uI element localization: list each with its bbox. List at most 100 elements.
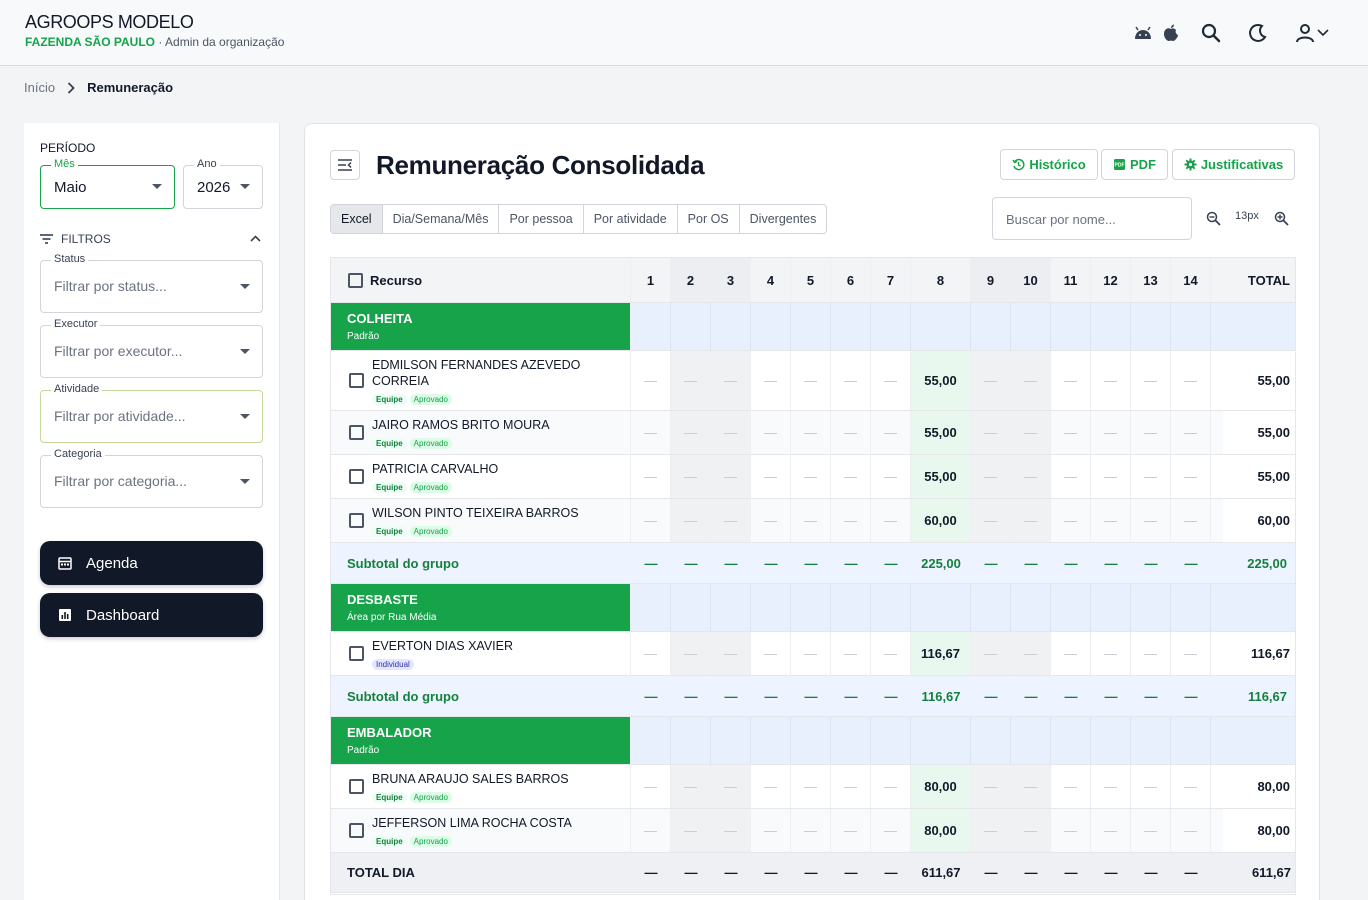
tab-excel[interactable]: Excel bbox=[331, 205, 383, 233]
group-day-cell bbox=[1131, 584, 1171, 631]
row-checkbox[interactable] bbox=[349, 779, 364, 794]
user-icon[interactable] bbox=[1290, 18, 1320, 48]
empty-day-cell: — bbox=[671, 765, 711, 808]
search-icon[interactable] bbox=[1196, 18, 1226, 48]
table-row: EVERTON DIAS XAVIER Individual — — — — — — —116,… bbox=[331, 632, 1295, 676]
subtotal-row: Subtotal do grupo — — — — — — — 225,00 — — — — — — 225,… bbox=[331, 543, 1295, 584]
collapse-menu-icon bbox=[338, 159, 352, 171]
group-day-cell bbox=[1051, 584, 1091, 631]
zoom-in-icon[interactable] bbox=[1274, 211, 1289, 226]
day-header-3: 3 bbox=[711, 258, 751, 302]
group-day-cell bbox=[1091, 584, 1131, 631]
total-dia-label: TOTAL DIA bbox=[347, 865, 415, 880]
row-checkbox[interactable] bbox=[349, 646, 364, 661]
empty-day-cell: — bbox=[831, 809, 871, 852]
empty-day-cell: — bbox=[631, 351, 671, 410]
row-checkbox[interactable] bbox=[349, 469, 364, 484]
row-total-cell: 116,67 bbox=[1223, 632, 1295, 675]
resource-cell: PATRICIA CARVALHO Equipe Aprovado bbox=[331, 455, 631, 498]
day-value-cell: 55,00 bbox=[911, 455, 971, 498]
search-placeholder: Buscar por nome... bbox=[1006, 212, 1116, 227]
svg-text:PDF: PDF bbox=[1115, 163, 1125, 169]
empty-day-cell: — bbox=[751, 632, 791, 675]
row-checkbox[interactable] bbox=[349, 513, 364, 528]
empty-day-cell: — bbox=[1051, 351, 1091, 410]
month-value: Maio bbox=[54, 179, 87, 196]
group-day-cell bbox=[671, 303, 711, 350]
empty-day-cell: — bbox=[871, 765, 911, 808]
categoria-filter[interactable]: Categoria Filtrar por categoria... bbox=[40, 448, 263, 508]
resource-badges: Individual bbox=[372, 655, 612, 670]
resource-header: Recurso bbox=[331, 258, 631, 302]
filters-label: FILTROS bbox=[61, 232, 111, 246]
chevron-up-icon[interactable] bbox=[250, 235, 261, 242]
group-day-cell bbox=[631, 303, 671, 350]
subtotal-empty-cell: — bbox=[844, 688, 858, 704]
empty-day-cell: — bbox=[1011, 499, 1051, 542]
day-value-cell: 55,00 bbox=[911, 411, 971, 454]
atividade-filter[interactable]: Atividade Filtrar por atividade... bbox=[40, 383, 263, 443]
approved-badge: Aprovado bbox=[409, 835, 452, 847]
zoom-out-icon[interactable] bbox=[1206, 211, 1221, 226]
year-select[interactable]: Ano 2026 bbox=[183, 158, 263, 209]
view-tabs: Excel Dia/Semana/Mês Por pessoa Por ativ… bbox=[330, 204, 828, 234]
row-checkbox[interactable] bbox=[349, 823, 364, 838]
subtotal-label: Subtotal do grupo bbox=[347, 555, 459, 571]
breadcrumb-home[interactable]: Início bbox=[24, 80, 56, 95]
android-icon[interactable] bbox=[1128, 18, 1158, 48]
empty-day-cell: — bbox=[751, 765, 791, 808]
search-input[interactable]: Buscar por nome... bbox=[992, 197, 1192, 240]
total-dia-empty-cell: — bbox=[724, 865, 738, 880]
empty-day-cell: — bbox=[1091, 809, 1131, 852]
resource-badges: Equipe Aprovado bbox=[372, 434, 612, 449]
empty-day-cell: — bbox=[831, 765, 871, 808]
justificativas-button[interactable]: Justificativas bbox=[1172, 149, 1295, 180]
group-day-cell bbox=[791, 303, 831, 350]
month-select[interactable]: Mês Maio bbox=[40, 158, 175, 209]
breadcrumb: Início Remuneração bbox=[24, 80, 173, 95]
row-checkbox[interactable] bbox=[349, 425, 364, 440]
chevron-down-icon[interactable] bbox=[1313, 18, 1333, 48]
row-total-cell: 55,00 bbox=[1223, 411, 1295, 454]
empty-day-cell: — bbox=[1051, 632, 1091, 675]
historico-button[interactable]: Histórico bbox=[1000, 149, 1098, 180]
empty-day-cell: — bbox=[831, 411, 871, 454]
resource-info: WILSON PINTO TEIXEIRA BARROS Equipe Aprova… bbox=[372, 505, 612, 537]
empty-day-cell: — bbox=[1171, 632, 1211, 675]
status-filter[interactable]: Status Filtrar por status... bbox=[40, 253, 263, 313]
tab-por-os[interactable]: Por OS bbox=[678, 205, 740, 233]
resource-name: PATRICIA CARVALHO bbox=[372, 461, 499, 476]
resource-name: WILSON PINTO TEIXEIRA BARROS bbox=[372, 505, 579, 520]
subtotal-day-value: 225,00 bbox=[921, 555, 961, 571]
apple-icon[interactable] bbox=[1156, 18, 1186, 48]
select-all-checkbox[interactable] bbox=[348, 272, 363, 288]
nav-agenda-button[interactable]: Agenda bbox=[40, 541, 263, 585]
empty-day-cell: — bbox=[971, 499, 1011, 542]
dark-mode-moon-icon[interactable] bbox=[1243, 18, 1273, 48]
nav-dashboard-button[interactable]: Dashboard bbox=[40, 593, 263, 637]
group-header-cell: COLHEITA Padrão bbox=[331, 303, 631, 350]
total-dia-empty-cell: — bbox=[1184, 865, 1198, 880]
executor-filter[interactable]: Executor Filtrar por executor... bbox=[40, 318, 263, 378]
group-day-cell bbox=[871, 303, 911, 350]
empty-day-cell: — bbox=[1091, 765, 1131, 808]
empty-day-cell: — bbox=[1051, 765, 1091, 808]
executor-filter-label: Executor bbox=[51, 318, 101, 330]
tab-divergentes[interactable]: Divergentes bbox=[749, 212, 817, 226]
row-total-cell: 55,00 bbox=[1223, 351, 1295, 410]
row-total-cell: 55,00 bbox=[1223, 455, 1295, 498]
collapse-sidebar-button[interactable] bbox=[330, 150, 360, 180]
subtotal-total: 116,67 bbox=[1247, 688, 1287, 704]
group-header-cell: DESBASTE Área por Rua Média bbox=[331, 584, 631, 631]
table-row: PATRICIA CARVALHO Equipe Aprovado — — — — — — —55… bbox=[331, 455, 1295, 499]
tab-dia-semana-mes[interactable]: Dia/Semana/Mês bbox=[383, 205, 500, 233]
row-checkbox[interactable] bbox=[349, 373, 364, 388]
tab-por-pessoa[interactable]: Por pessoa bbox=[499, 205, 584, 233]
tab-por-atividade[interactable]: Por atividade bbox=[584, 205, 678, 233]
day-value-cell: 80,00 bbox=[911, 765, 971, 808]
pdf-button[interactable]: PDF PDF bbox=[1101, 149, 1168, 180]
empty-day-cell: — bbox=[671, 411, 711, 454]
empty-day-cell: — bbox=[791, 455, 831, 498]
empty-day-cell: — bbox=[631, 809, 671, 852]
filters-header[interactable]: FILTROS bbox=[40, 231, 263, 247]
